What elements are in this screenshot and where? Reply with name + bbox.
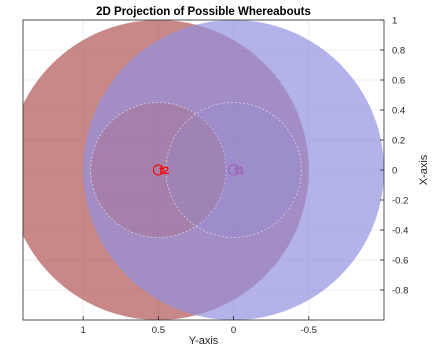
x-axis-title: Y-axis: [189, 335, 219, 347]
regions: [8, 20, 384, 320]
x-tick-label: 0: [231, 325, 236, 336]
point-t2-label: t2: [159, 165, 169, 177]
y-tick-label: -0.6: [392, 256, 408, 267]
chart-title: 2D Projection of Possible Whereabouts: [96, 6, 311, 18]
point-t1-label: t1: [235, 165, 245, 177]
y-tick-label: -0.2: [392, 196, 408, 207]
x-tick-label: 1: [81, 325, 86, 336]
y-axis-title: X-axis: [418, 154, 430, 185]
x-tick-label: -0.5: [301, 325, 317, 336]
region-t1-inner: [166, 103, 301, 238]
y-tick-label: 0.2: [392, 136, 405, 147]
y-tick-label: 1: [392, 16, 397, 27]
y-tick-label: -0.8: [392, 286, 408, 297]
y-tick-label: 0.8: [392, 46, 405, 57]
x-tick-label: 0.5: [152, 325, 165, 336]
y-tick-label: 0: [392, 166, 397, 177]
y-tick-label: -0.4: [392, 226, 408, 237]
y-tick-label: 0.4: [392, 106, 405, 117]
y-tick-label: 0.6: [392, 76, 405, 87]
